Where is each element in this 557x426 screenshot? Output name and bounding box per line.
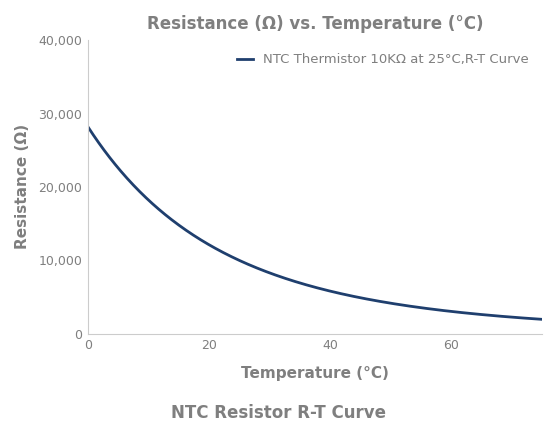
Y-axis label: Resistance (Ω): Resistance (Ω) (15, 124, 30, 250)
NTC Thermistor 10KΩ at 25°C,R-T Curve (85, 124, 91, 129)
X-axis label: Temperature (°C): Temperature (°C) (241, 366, 389, 381)
NTC Thermistor 10KΩ at 25°C,R-T Curve (527, 316, 534, 321)
Legend: NTC Thermistor 10KΩ at 25°C,R-T Curve: NTC Thermistor 10KΩ at 25°C,R-T Curve (230, 47, 535, 73)
NTC Thermistor 10KΩ at 25°C,R-T Curve (330, 289, 337, 294)
Title: Resistance (Ω) vs. Temperature (°C): Resistance (Ω) vs. Temperature (°C) (146, 15, 483, 33)
Line: NTC Thermistor 10KΩ at 25°C,R-T Curve: NTC Thermistor 10KΩ at 25°C,R-T Curve (88, 127, 542, 320)
NTC Thermistor 10KΩ at 25°C,R-T Curve (355, 295, 361, 300)
Text: NTC Resistor R-T Curve: NTC Resistor R-T Curve (171, 404, 386, 422)
NTC Thermistor 10KΩ at 25°C,R-T Curve (300, 282, 307, 287)
NTC Thermistor 10KΩ at 25°C,R-T Curve (303, 282, 310, 288)
NTC Thermistor 10KΩ at 25°C,R-T Curve (539, 317, 545, 322)
NTC Thermistor 10KΩ at 25°C,R-T Curve (457, 310, 463, 315)
